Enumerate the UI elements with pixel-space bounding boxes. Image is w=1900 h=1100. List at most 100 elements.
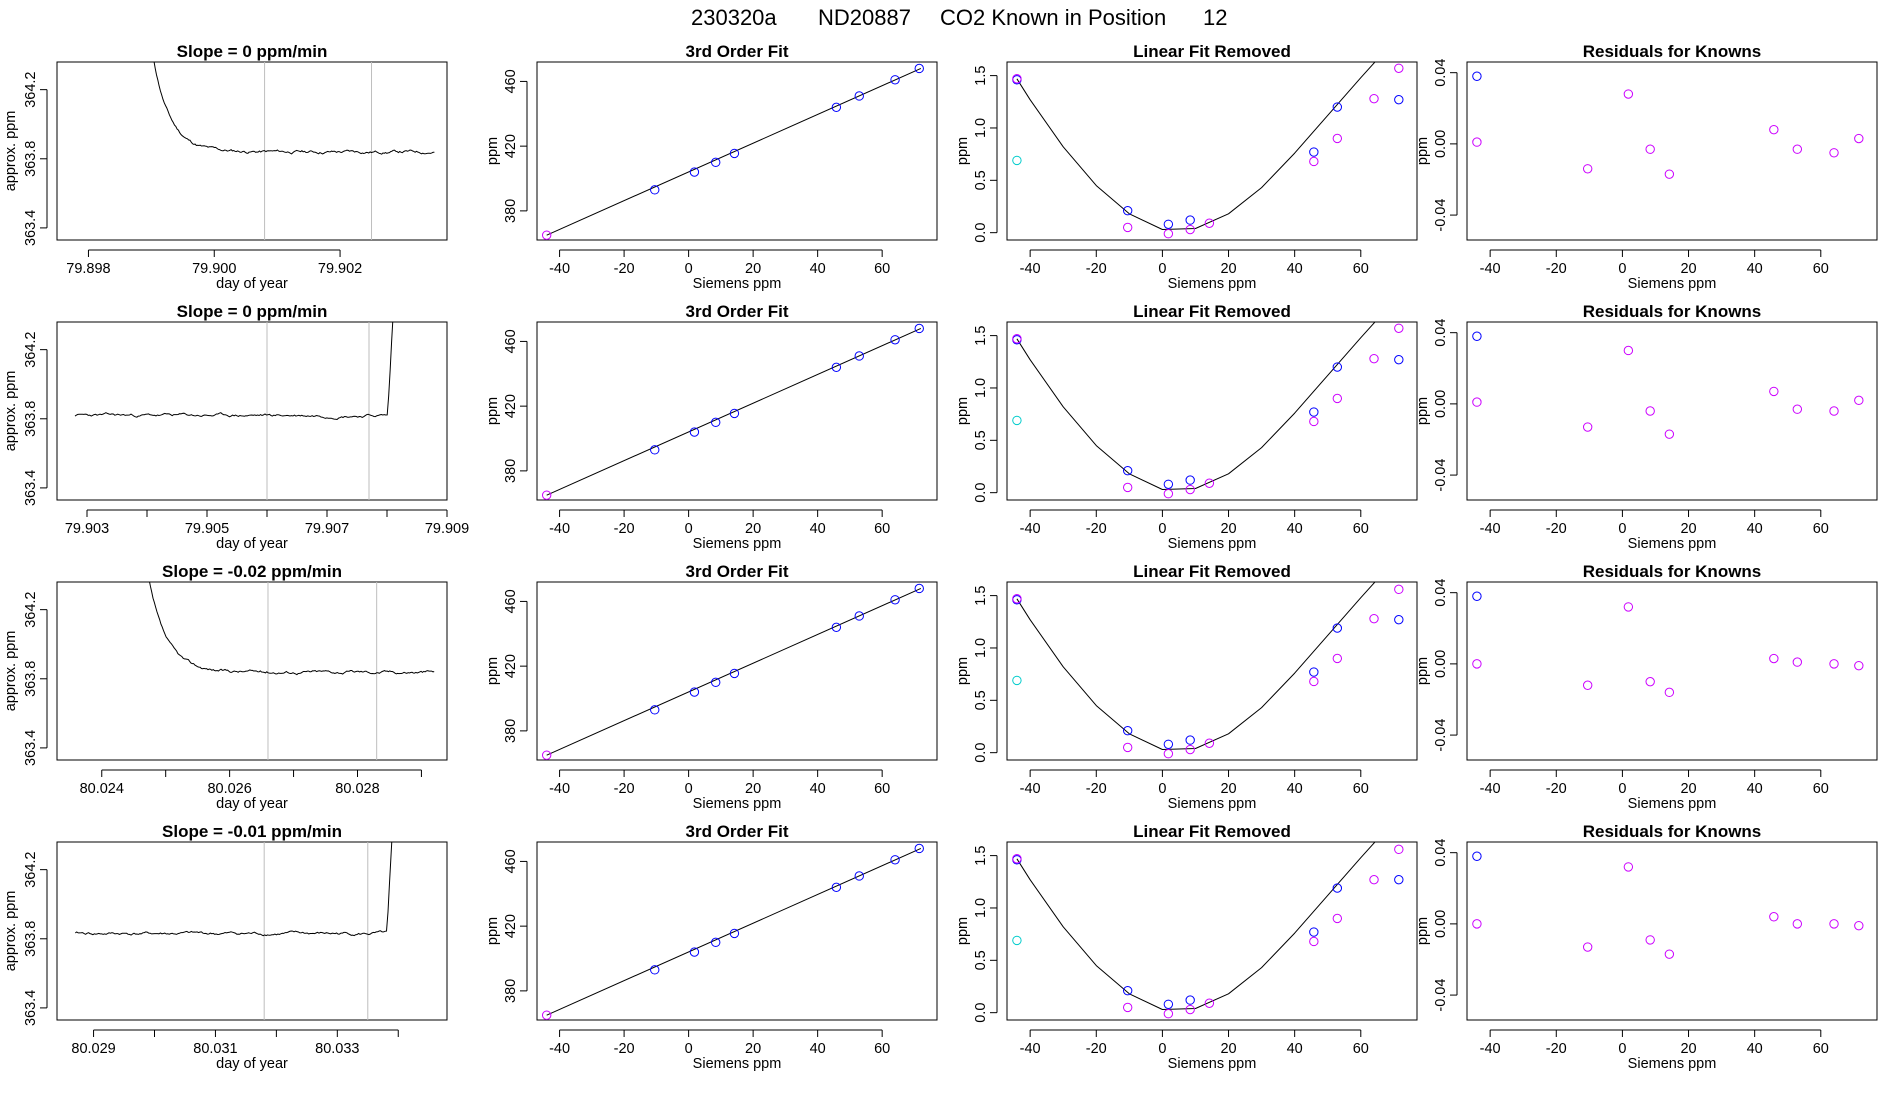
x-axis-label: Siemens ppm: [1628, 536, 1717, 552]
data-point-known-blue: [831, 882, 842, 893]
data-point-magenta: [1769, 386, 1779, 397]
chart-panel: Slope = 0 ppm/min 79.898 79.900 79.902 day o…: [3, 42, 448, 292]
data-point-magenta: [1163, 1009, 1174, 1019]
y-tick-label: 380: [503, 979, 519, 1003]
y-axis-label: approx. ppm: [3, 631, 19, 712]
x-tick-label: 0: [1618, 1041, 1626, 1057]
data-point-blue: [1472, 591, 1482, 601]
chart-panel: Residuals for Knowns -40 -20 0 20 40 60 Siemens…: [1415, 822, 1878, 1072]
y-tick-label: 460: [503, 849, 519, 873]
x-axis-label: day of year: [216, 1056, 288, 1072]
x-tick-label: 20: [1220, 781, 1236, 797]
x-tick-label: 80.024: [80, 781, 124, 797]
data-point-blue: [1332, 623, 1343, 633]
x-axis-label: Siemens ppm: [1168, 276, 1257, 292]
x-axis-label: day of year: [216, 536, 288, 552]
x-tick-label: -20: [614, 261, 635, 277]
plot-frame: [1006, 321, 1418, 501]
x-tick-label: 79.907: [305, 521, 349, 537]
panel-title: Residuals for Knowns: [1583, 822, 1762, 841]
x-tick-label: 60: [1353, 1041, 1369, 1057]
data-point-magenta: [1204, 738, 1215, 748]
x-tick-label: 20: [1680, 781, 1696, 797]
data-point-known-blue: [914, 583, 924, 594]
data-point-cyan: [1012, 415, 1022, 426]
concentration-trace: [75, 842, 393, 937]
y-axis-label: approx. ppm: [3, 891, 19, 972]
x-tick-label: 60: [1353, 521, 1369, 537]
y-tick-label: 0.5: [973, 170, 989, 190]
data-point-magenta: [1309, 156, 1319, 167]
concentration-trace: [74, 322, 394, 421]
x-tick-label: -40: [549, 1041, 570, 1057]
x-tick-label: 79.900: [192, 261, 236, 277]
x-tick-label: -40: [1020, 1041, 1041, 1057]
x-tick-label: 0: [1158, 1041, 1166, 1057]
panel-title: 3rd Order Fit: [686, 42, 789, 61]
x-tick-label: 60: [1353, 781, 1369, 797]
data-point-magenta: [1369, 613, 1379, 624]
data-point-magenta: [1829, 919, 1839, 929]
x-tick-label: 0: [685, 521, 693, 537]
panel-title: Residuals for Knowns: [1583, 562, 1762, 581]
data-point-magenta: [1664, 949, 1675, 959]
x-tick-label: 60: [874, 261, 890, 277]
x-tick-label: 40: [1287, 1041, 1303, 1057]
data-point-magenta: [1012, 594, 1022, 604]
data-point-magenta: [1664, 687, 1675, 698]
x-tick-label: 20: [745, 521, 761, 537]
data-point-blue: [1185, 735, 1195, 745]
chart-panel: Residuals for Knowns -40 -20 0 20 40 60 Siemens…: [1415, 42, 1878, 292]
data-point-magenta: [1792, 657, 1803, 667]
x-tick-label: 20: [745, 1041, 761, 1057]
y-tick-label: 420: [503, 654, 519, 678]
chart-panel: 3rd Order Fit -40 -20 0 20 40 60 Siemens ppm 380…: [485, 822, 938, 1072]
fit-curve: [1016, 322, 1376, 490]
x-tick-label: 60: [1813, 261, 1829, 277]
y-tick-label: 364.2: [23, 72, 39, 108]
data-point-magenta: [1204, 998, 1215, 1008]
data-point-known-blue: [689, 167, 700, 177]
data-point-magenta: [1185, 1004, 1195, 1015]
y-tick-label: 0.0: [973, 223, 989, 243]
data-point-known-blue: [831, 622, 842, 633]
y-axis-label: ppm: [955, 657, 971, 685]
data-point-known-blue: [890, 335, 900, 345]
y-axis-label: ppm: [1415, 657, 1431, 685]
data-point-blue: [1472, 851, 1482, 861]
x-tick-label: 60: [1813, 781, 1829, 797]
x-axis-label: Siemens ppm: [1628, 796, 1717, 812]
panel-title: Linear Fit Removed: [1133, 302, 1291, 321]
data-point-blue: [1394, 874, 1404, 885]
data-point-magenta: [1645, 144, 1655, 154]
fit-line: [546, 68, 922, 236]
y-tick-label: 0.5: [973, 690, 989, 710]
data-point-known-blue: [854, 611, 864, 621]
x-tick-label: 80.028: [335, 781, 379, 797]
panel-title: Slope = -0.02 ppm/min: [162, 562, 342, 581]
concentration-trace: [153, 62, 435, 155]
plot-area: [153, 62, 435, 240]
x-axis-label: Siemens ppm: [693, 1056, 782, 1072]
data-point-blue: [1185, 475, 1195, 485]
x-tick-label: -40: [549, 781, 570, 797]
data-point-magenta: [1332, 913, 1343, 924]
x-tick-label: -20: [614, 1041, 635, 1057]
plot-frame: [1466, 61, 1878, 241]
plot-frame: [56, 841, 448, 1021]
x-tick-label: 40: [810, 781, 826, 797]
data-point-magenta: [1472, 137, 1482, 147]
y-axis-label: ppm: [955, 137, 971, 165]
plot-area: [1016, 322, 1376, 490]
panel-title: Slope = 0 ppm/min: [177, 302, 328, 321]
data-point-known-blue: [890, 595, 900, 605]
y-tick-label: -0.04: [1433, 719, 1449, 752]
data-point-known-magenta: [541, 1010, 552, 1020]
x-tick-label: -20: [1086, 781, 1107, 797]
data-point-magenta: [1394, 844, 1404, 855]
y-tick-label: 0.00: [1433, 130, 1449, 158]
plot-frame: [536, 321, 938, 501]
data-point-known-magenta: [541, 750, 552, 760]
data-point-magenta: [1623, 862, 1634, 872]
y-tick-label: 1.5: [973, 66, 989, 86]
